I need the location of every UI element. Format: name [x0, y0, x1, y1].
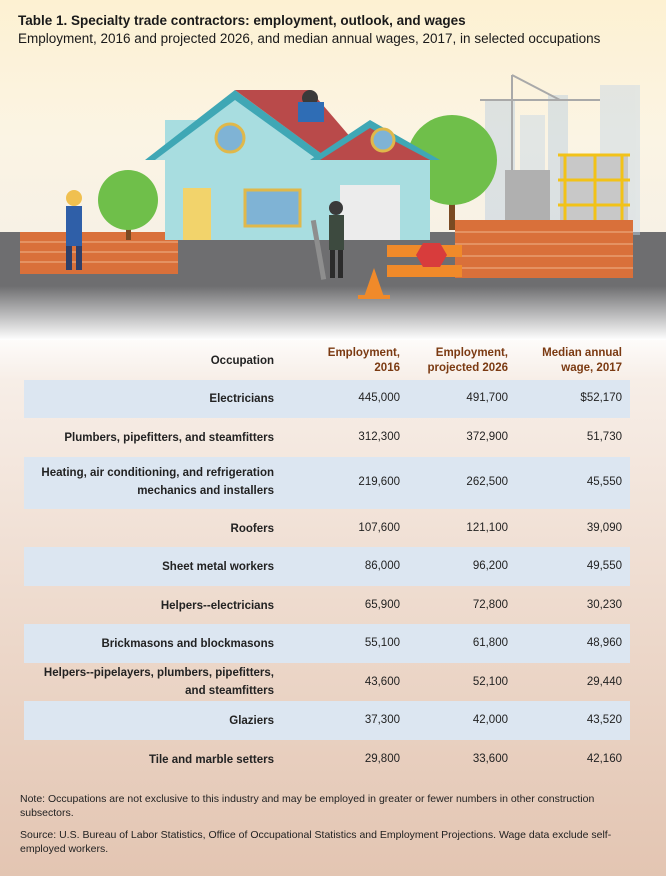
plumber-worker-icon	[310, 201, 344, 280]
occupation-line: Heating, air conditioning, and refrigera…	[41, 467, 274, 479]
median-wage-cell: 29,440	[586, 676, 622, 688]
employment-2026-cell: 42,000	[472, 714, 508, 726]
employment-2026-cell: 72,800	[472, 599, 508, 611]
employment-2026-cell: 262,500	[466, 476, 508, 488]
column-header-median-wage: Median annual wage, 2017	[508, 346, 622, 376]
employment-2026-cell: 491,700	[466, 392, 508, 404]
employment-2026-cell: 121,100	[466, 522, 508, 534]
header-line: Occupation	[210, 355, 274, 367]
table-row: Tile and marble setters 29,800 33,600 42…	[24, 740, 630, 778]
table-row: Heating, air conditioning, and refrigera…	[24, 457, 630, 509]
table-row: Sheet metal workers 86,000 96,200 49,550	[24, 547, 630, 586]
table-row: Helpers--electricians 65,900 72,800 30,2…	[24, 586, 630, 624]
table-row: Plumbers, pipefitters, and steamfitters …	[24, 418, 630, 457]
employment-2016-cell: 37,300	[364, 714, 400, 726]
employment-2026-cell: 96,200	[472, 560, 508, 572]
employment-2016-cell: 445,000	[358, 392, 400, 404]
employment-2016-cell: 312,300	[358, 431, 400, 443]
header-line: Employment,	[327, 347, 400, 359]
median-wage-cell: 49,550	[586, 560, 622, 572]
source-note: Source: U.S. Bureau of Labor Statistics,…	[20, 829, 612, 855]
occupation-line: Electricians	[209, 393, 274, 405]
occupation-table: Occupation Employment, 2016 Employment, …	[24, 340, 630, 778]
occupation-line: Roofers	[230, 523, 274, 535]
employment-2026-cell: 52,100	[472, 676, 508, 688]
occupation-cell: Helpers--electricians	[24, 597, 274, 615]
median-wage-cell: 45,550	[586, 476, 622, 488]
table-note: Note: Occupations are not exclusive to t…	[20, 793, 595, 819]
median-wage-cell: 42,160	[586, 753, 622, 765]
header-line: wage, 2017	[561, 362, 622, 374]
employment-2026-cell: 372,900	[466, 431, 508, 443]
occupation-cell: Sheet metal workers	[24, 558, 274, 576]
traffic-cone-icon	[358, 268, 390, 299]
employment-2026-cell: 33,600	[472, 753, 508, 765]
occupation-line: Plumbers, pipefitters, and steamfitters	[64, 432, 274, 444]
occupation-cell: Plumbers, pipefitters, and steamfitters	[24, 429, 274, 447]
column-header-occupation: Occupation	[24, 354, 274, 369]
occupation-cell: Helpers--pipelayers, plumbers, pipefitte…	[24, 664, 274, 700]
employment-2016-cell: 65,900	[364, 599, 400, 611]
employment-2016-cell: 43,600	[364, 676, 400, 688]
occupation-line: Brickmasons and blockmasons	[101, 638, 274, 650]
table-row: Glaziers 37,300 42,000 43,520	[24, 701, 630, 740]
occupation-cell: Heating, air conditioning, and refrigera…	[24, 464, 274, 500]
occupation-cell: Brickmasons and blockmasons	[24, 635, 274, 653]
median-wage-cell: 51,730	[586, 431, 622, 443]
table-row: Brickmasons and blockmasons 55,100 61,80…	[24, 624, 630, 663]
page-subtitle: Employment, 2016 and projected 2026, and…	[18, 31, 601, 46]
header-line: Median annual	[542, 347, 622, 359]
table-row: Roofers 107,600 121,100 39,090	[24, 509, 630, 547]
occupation-line: Glaziers	[229, 715, 274, 727]
occupation-cell: Roofers	[24, 520, 274, 538]
occupation-line: Tile and marble setters	[148, 754, 274, 766]
employment-2016-cell: 86,000	[364, 560, 400, 572]
employment-2016-cell: 55,100	[364, 637, 400, 649]
table-row: Helpers--pipelayers, plumbers, pipefitte…	[24, 663, 630, 701]
employment-2016-cell: 107,600	[358, 522, 400, 534]
median-wage-cell: 30,230	[586, 599, 622, 611]
header-line: Employment,	[435, 347, 508, 359]
median-wage-cell: 43,520	[586, 714, 622, 726]
table-header: Occupation Employment, 2016 Employment, …	[24, 340, 630, 380]
occupation-line: mechanics and installers	[137, 485, 274, 497]
table-row: Electricians 445,000 491,700 $52,170	[24, 380, 630, 418]
employment-2016-cell: 29,800	[364, 753, 400, 765]
median-wage-cell: 48,960	[586, 637, 622, 649]
occupation-line: Helpers--pipelayers, plumbers, pipefitte…	[43, 667, 274, 679]
column-header-employment-2016: Employment, 2016	[294, 346, 400, 376]
employment-2026-cell: 61,800	[472, 637, 508, 649]
house-icon	[145, 90, 440, 240]
female-worker-icon	[66, 190, 82, 270]
column-header-employment-2026: Employment, projected 2026	[400, 346, 508, 376]
occupation-line: Helpers--electricians	[160, 600, 274, 612]
occupation-line: and steamfitters	[185, 685, 274, 697]
median-wage-cell: 39,090	[586, 522, 622, 534]
occupation-cell: Electricians	[24, 390, 274, 408]
header: Table 1. Specialty trade contractors: em…	[18, 12, 648, 48]
employment-2016-cell: 219,600	[358, 476, 400, 488]
occupation-line: Sheet metal workers	[162, 561, 274, 573]
road-barrier-icon	[387, 243, 462, 277]
header-line: projected 2026	[427, 362, 508, 374]
construction-illustration	[0, 74, 666, 340]
roofer-worker-icon	[298, 90, 324, 122]
median-wage-cell: $52,170	[580, 392, 622, 404]
occupation-cell: Glaziers	[24, 712, 274, 730]
occupation-cell: Tile and marble setters	[24, 751, 274, 769]
page-title: Table 1. Specialty trade contractors: em…	[18, 13, 466, 28]
brick-wall-icon	[20, 220, 633, 278]
header-line: 2016	[374, 362, 400, 374]
